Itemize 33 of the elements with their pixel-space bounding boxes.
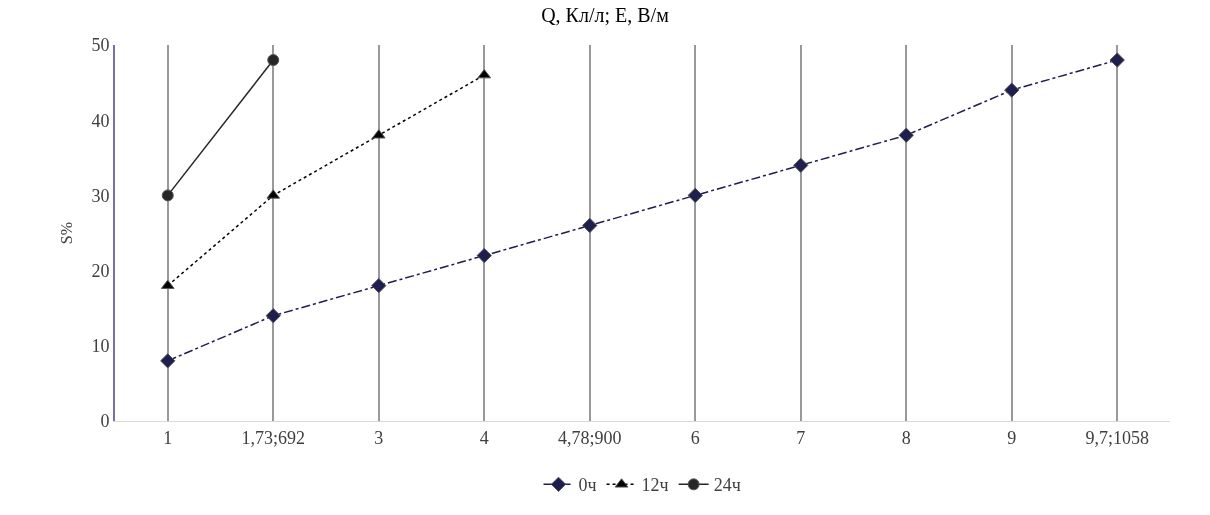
point xyxy=(265,308,281,324)
x-tick-label: 3 xyxy=(374,427,384,448)
chart-title: Q, Кл/л; E, В/м xyxy=(541,3,670,26)
point xyxy=(371,277,387,294)
y-tick-label: 0 xyxy=(100,411,110,432)
x-tick-label: 4 xyxy=(479,427,489,448)
point xyxy=(1109,52,1125,68)
legend-label: 12ч xyxy=(641,475,669,496)
point xyxy=(267,54,280,67)
x-tick-label: 4,78;900 xyxy=(557,427,622,448)
point xyxy=(793,157,809,173)
y-tick-label: 40 xyxy=(91,110,110,131)
point xyxy=(1004,82,1020,98)
x-tick-label: 6 xyxy=(690,427,700,448)
legend-label: 24ч xyxy=(713,475,741,496)
y-tick-label: 30 xyxy=(91,185,110,206)
x-tick-label: 1 xyxy=(163,427,173,448)
x-tick-label: 8 xyxy=(901,427,911,448)
point xyxy=(161,189,174,202)
point xyxy=(898,127,914,143)
legend-label: 0ч xyxy=(578,475,597,496)
x-tick-label: 9 xyxy=(1007,427,1017,448)
point xyxy=(687,187,703,204)
y-axis-title: S% xyxy=(58,221,75,245)
point xyxy=(160,353,176,369)
x-tick-label: 9,7;1058 xyxy=(1085,427,1150,448)
x-tick-label: 1,73;692 xyxy=(241,427,306,448)
y-tick-label: 50 xyxy=(91,35,110,56)
point xyxy=(476,247,492,264)
y-tick-label: 10 xyxy=(91,336,110,357)
y-tick-label: 20 xyxy=(91,260,110,281)
x-tick-label: 7 xyxy=(796,427,806,448)
point xyxy=(582,217,598,234)
